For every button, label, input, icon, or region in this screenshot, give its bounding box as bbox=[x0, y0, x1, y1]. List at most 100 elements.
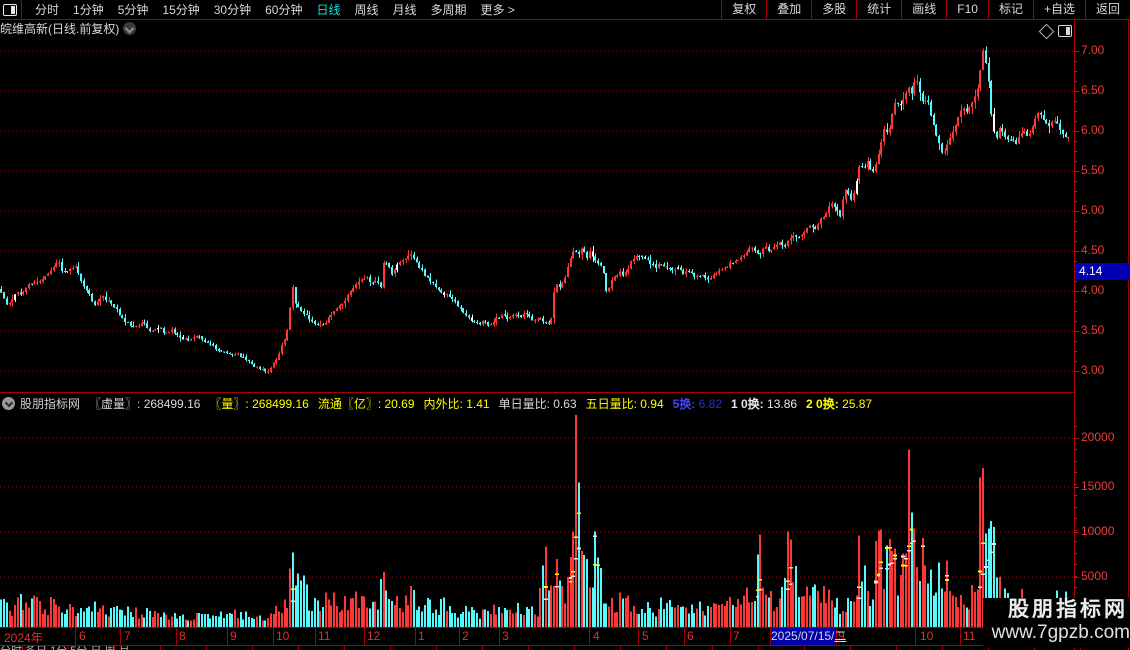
toolbar-button[interactable]: 复权 bbox=[721, 0, 766, 19]
volume-baseline bbox=[0, 627, 1130, 628]
date-separator bbox=[120, 628, 121, 645]
axis-minor-tick bbox=[1074, 211, 1077, 212]
date-label: 4 bbox=[593, 629, 600, 643]
axis-minor-tick bbox=[1074, 564, 1077, 565]
period-item[interactable]: 15分钟 bbox=[162, 3, 200, 17]
title-row: 皖维高新(日线.前复权) bbox=[0, 20, 1074, 38]
price-tick-label: 5.00 bbox=[1081, 203, 1105, 217]
watermark: 股朋指标网 www.7gpzb.com bbox=[983, 598, 1130, 648]
period-item[interactable]: 月线 bbox=[392, 3, 417, 17]
clipped-separator bbox=[988, 646, 989, 650]
axis-minor-tick bbox=[1074, 171, 1077, 172]
toolbar-button[interactable]: 返回 bbox=[1084, 0, 1130, 19]
period-item[interactable]: 60分钟 bbox=[265, 3, 303, 17]
axis-tick bbox=[1074, 532, 1079, 533]
indicator-field: 1 0换: 13.86 bbox=[731, 395, 797, 412]
date-separator bbox=[415, 628, 416, 645]
date-label: 11 bbox=[318, 629, 331, 643]
axis-minor-tick bbox=[1074, 121, 1077, 122]
indicator-field: 5换: 6.82 bbox=[673, 395, 722, 412]
axis-tick bbox=[1074, 487, 1079, 488]
chevron-down-icon[interactable] bbox=[122, 22, 136, 35]
axis-minor-tick bbox=[1074, 518, 1077, 519]
axis-minor-tick bbox=[1074, 61, 1077, 62]
axis-minor-tick bbox=[1074, 438, 1077, 439]
axis-minor-tick bbox=[1074, 587, 1077, 588]
toolbar-button[interactable]: F10 bbox=[946, 0, 988, 19]
axis-minor-tick bbox=[1074, 341, 1077, 342]
indicator-value: 13.86 bbox=[767, 397, 798, 411]
toolbar-button[interactable]: 统计 bbox=[856, 0, 901, 19]
volume-tick-label: 5000 bbox=[1081, 569, 1108, 583]
period-item[interactable]: 日线 bbox=[316, 3, 341, 17]
date-separator bbox=[960, 628, 961, 645]
indicator-label: 五日量比: bbox=[585, 397, 641, 411]
price-tick-label: 5.50 bbox=[1081, 163, 1105, 177]
axis-minor-tick bbox=[1074, 507, 1077, 508]
indicator-value: 6.82 bbox=[698, 397, 722, 411]
axis-minor-tick bbox=[1074, 131, 1077, 132]
price-chart-pane[interactable] bbox=[0, 20, 1074, 392]
axis-minor-tick bbox=[1074, 161, 1077, 162]
axis-minor-tick bbox=[1074, 151, 1077, 152]
date-label: 5 bbox=[642, 629, 649, 643]
indicator-value: 1.41 bbox=[466, 397, 490, 411]
axis-minor-tick bbox=[1074, 301, 1077, 302]
page-title: 皖维高新(日线.前复权) bbox=[0, 22, 120, 36]
axis-minor-tick bbox=[1074, 426, 1077, 427]
toolbar-button[interactable]: 叠加 bbox=[766, 0, 811, 19]
axis-minor-tick bbox=[1074, 101, 1077, 102]
toolbar-button[interactable]: +自选 bbox=[1032, 0, 1085, 19]
date-label: 10 bbox=[920, 629, 934, 643]
axis-minor-tick bbox=[1074, 201, 1077, 202]
axis-minor-tick bbox=[1074, 461, 1077, 462]
indicator-label: 〖量〗: bbox=[209, 397, 253, 411]
period-item[interactable]: 1分钟 bbox=[73, 3, 104, 17]
period-item[interactable]: 更多 > bbox=[480, 3, 515, 17]
period-item[interactable]: 分时 bbox=[35, 3, 60, 17]
volume-chart-pane[interactable] bbox=[0, 415, 1074, 627]
date-label: 6 bbox=[79, 629, 86, 643]
price-tick-label: 6.00 bbox=[1081, 123, 1105, 137]
pane-divider bbox=[0, 392, 1074, 393]
axis-minor-tick bbox=[1074, 311, 1077, 312]
indicator-label: 流通〖亿〗: bbox=[317, 397, 385, 411]
axis-minor-tick bbox=[1074, 361, 1077, 362]
indicator-value: 268499.16 bbox=[143, 397, 201, 411]
period-item[interactable]: 周线 bbox=[354, 3, 379, 17]
toolbar-button[interactable]: 画线 bbox=[901, 0, 946, 19]
panel-toggle-icon[interactable] bbox=[1058, 25, 1072, 37]
clipped-separator bbox=[298, 646, 299, 650]
indicator-label: 1 0换: bbox=[731, 397, 768, 411]
indicator-field: 2 0换: 25.87 bbox=[806, 395, 872, 412]
layout-icon[interactable] bbox=[3, 3, 17, 16]
date-separator bbox=[176, 628, 177, 645]
collapse-chevron-icon[interactable] bbox=[2, 397, 15, 410]
period-item[interactable]: 5分钟 bbox=[117, 3, 149, 17]
clipped-separator bbox=[620, 646, 621, 650]
price-tick-label: 4.00 bbox=[1081, 283, 1105, 297]
volume-tick-label: 20000 bbox=[1081, 430, 1115, 444]
indicator-field: 单日量比: 0.63 bbox=[499, 395, 577, 412]
price-tick-label: 7.00 bbox=[1081, 43, 1105, 57]
indicator-value: 0.63 bbox=[553, 397, 577, 411]
clipped-separator bbox=[390, 646, 391, 650]
axis-tick bbox=[1074, 577, 1079, 578]
axis-minor-tick bbox=[1074, 291, 1077, 292]
date-separator bbox=[315, 628, 316, 645]
indicator-label: 内外比: bbox=[423, 397, 467, 411]
clipped-separator bbox=[1034, 646, 1035, 650]
axis-minor-tick bbox=[1074, 576, 1077, 577]
period-item[interactable]: 30分钟 bbox=[213, 3, 252, 17]
volume-tick-label: 15000 bbox=[1081, 479, 1115, 493]
period-item[interactable]: 多周期 bbox=[430, 3, 467, 17]
clipped-separator bbox=[758, 646, 759, 650]
toolbar-divider bbox=[21, 0, 22, 19]
axis-minor-tick bbox=[1074, 321, 1077, 322]
toolbar-button[interactable]: 标记 bbox=[987, 0, 1033, 19]
axis-minor-tick bbox=[1074, 472, 1077, 473]
clipped-separator bbox=[114, 646, 115, 650]
toolbar-button[interactable]: 多股 bbox=[811, 0, 856, 19]
clipped-separator bbox=[436, 646, 437, 650]
clipped-separator bbox=[528, 646, 529, 650]
